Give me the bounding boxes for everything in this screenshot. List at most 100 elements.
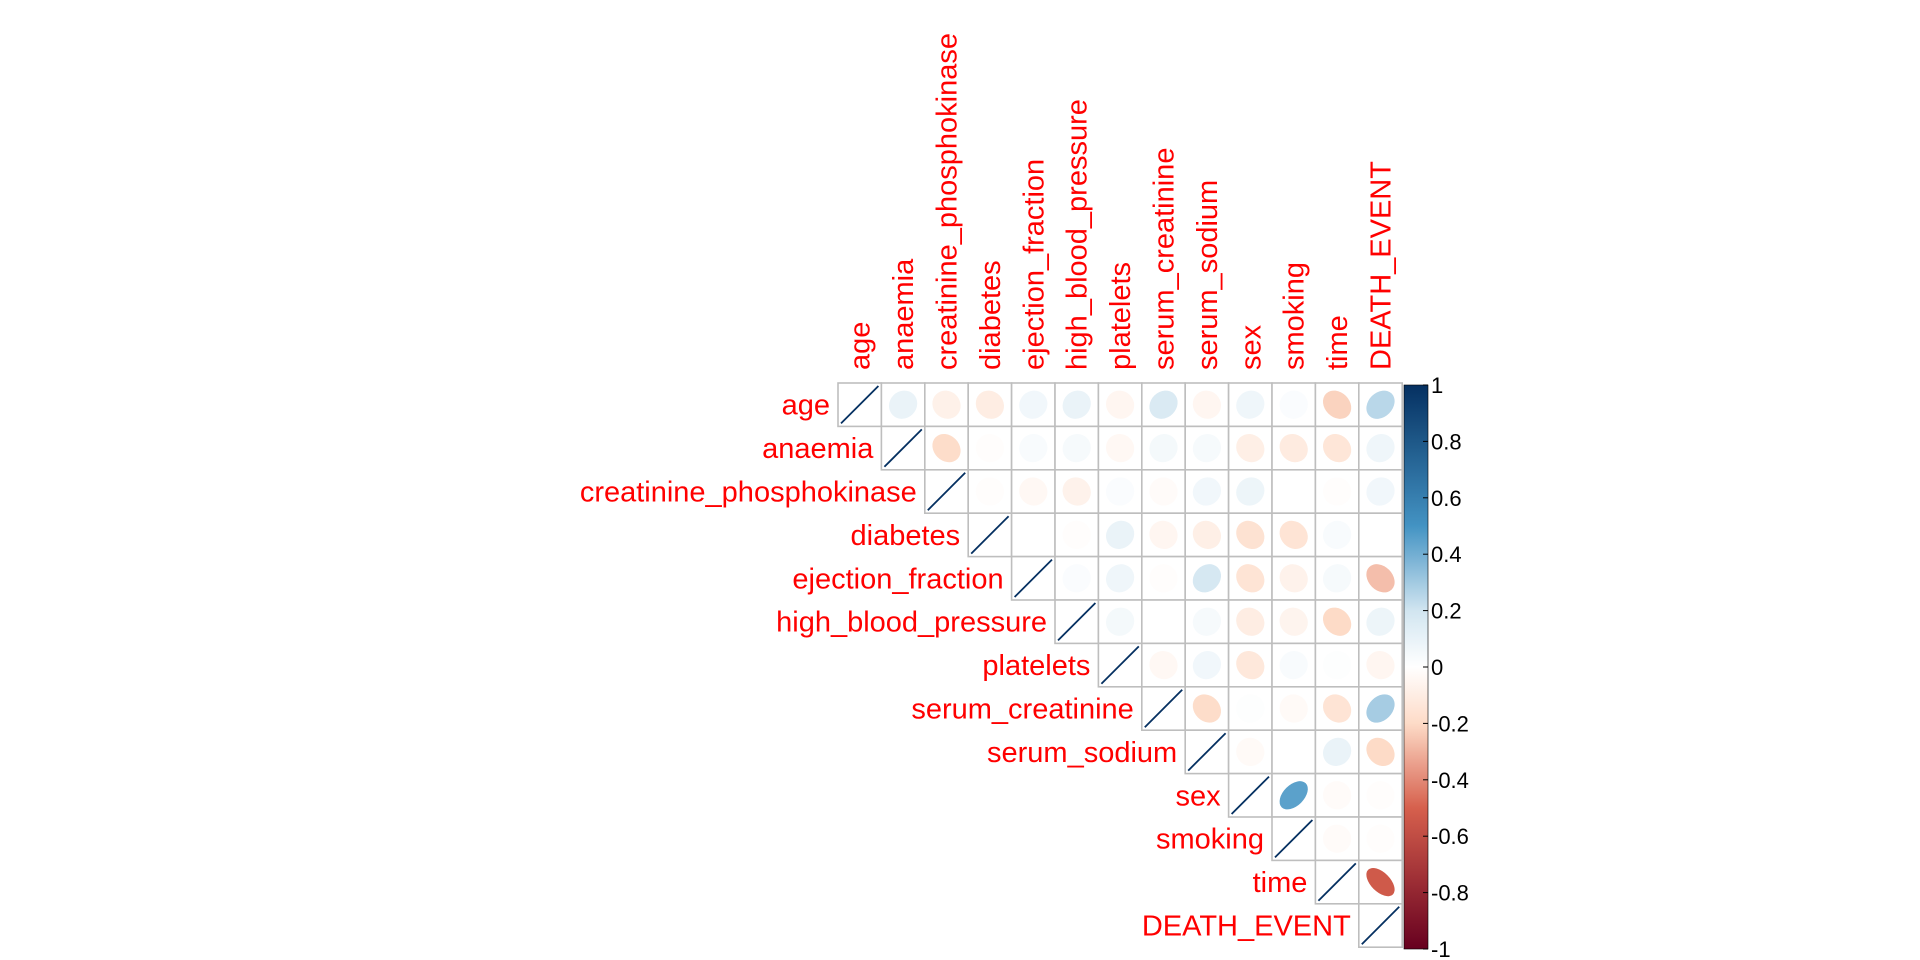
correlation-ellipse — [1366, 390, 1395, 419]
correlation-ellipse — [1062, 564, 1091, 593]
correlation-ellipse — [1322, 607, 1352, 636]
corr-cell-time-time — [1314, 859, 1360, 905]
column-label-diabetes: diabetes — [975, 260, 1007, 370]
corr-cell-high_blood_pressure-smoking — [1271, 599, 1317, 645]
correlation-ellipse — [1236, 607, 1265, 636]
diagonal-ellipse — [1187, 732, 1227, 772]
corr-cell-smoking-smoking — [1271, 816, 1317, 862]
corr-cell-creatinine_phosphokinase-serum_sodium — [1184, 468, 1230, 514]
corr-cell-platelets-serum_sodium — [1184, 642, 1230, 688]
corr-cell-ejection_fraction-serum_creatinine — [1141, 555, 1187, 601]
corr-cell-diabetes-platelets — [1097, 512, 1143, 558]
row-label-anaemia: anaemia — [762, 433, 874, 465]
corr-cell-ejection_fraction-ejection_fraction — [1010, 555, 1056, 601]
correlation-ellipse — [1105, 564, 1135, 593]
colorbar-tick-label: 0.4 — [1431, 542, 1462, 567]
correlation-ellipse — [932, 433, 961, 463]
corr-cell-creatinine_phosphokinase-smoking — [1271, 468, 1317, 514]
correlation-ellipse — [1366, 781, 1395, 810]
correlation-ellipse — [888, 390, 918, 419]
correlation-ellipse — [1279, 607, 1308, 636]
row-label-serum_sodium: serum_sodium — [987, 737, 1177, 769]
correlation-ellipse — [1105, 477, 1135, 506]
correlation-ellipse — [1322, 650, 1352, 680]
corr-cell-serum_sodium-sex — [1227, 729, 1273, 775]
correlation-grid — [837, 382, 1404, 948]
corr-cell-age-serum_sodium — [1184, 382, 1230, 428]
row-label-platelets: platelets — [982, 650, 1090, 682]
colorbar-tick-label: 1 — [1431, 373, 1443, 398]
corr-cell-serum_sodium-serum_sodium — [1184, 729, 1230, 775]
corr-cell-sex-sex — [1227, 772, 1273, 818]
corr-cell-sex-smoking — [1271, 772, 1317, 818]
column-label-platelets: platelets — [1105, 262, 1137, 370]
column-label-serum_sodium: serum_sodium — [1192, 180, 1224, 370]
corr-cell-anaemia-serum_creatinine — [1141, 425, 1187, 471]
corr-cell-serum_creatinine-sex — [1227, 685, 1273, 731]
corr-cell-smoking-time — [1314, 816, 1360, 862]
corr-cell-diabetes-serum_creatinine — [1141, 512, 1187, 558]
colorbar-tick-label: 0.6 — [1431, 486, 1462, 511]
correlation-ellipse — [1105, 390, 1135, 419]
correlation-ellipse — [1105, 607, 1135, 636]
diagonal-ellipse — [970, 515, 1010, 555]
correlation-ellipse — [1322, 390, 1352, 419]
corr-cell-anaemia-sex — [1227, 425, 1273, 471]
corr-cell-ejection_fraction-DEATH_EVENT — [1358, 555, 1404, 601]
correlation-ellipse — [1279, 520, 1308, 550]
corr-cell-high_blood_pressure-high_blood_pressure — [1054, 599, 1100, 645]
correlation-ellipse — [1322, 433, 1352, 463]
colorbar-tick-label: -0.4 — [1431, 768, 1469, 793]
correlation-ellipse — [1366, 650, 1395, 680]
colorbar-tick-label: -1 — [1431, 937, 1451, 960]
corr-cell-serum_creatinine-serum_sodium — [1184, 685, 1230, 731]
corr-cell-diabetes-diabetes — [967, 512, 1013, 558]
row-label-diabetes: diabetes — [851, 520, 961, 552]
corr-cell-serum_sodium-DEATH_EVENT — [1358, 729, 1404, 775]
correlation-ellipse — [1279, 564, 1308, 593]
corr-cell-creatinine_phosphokinase-platelets — [1097, 468, 1143, 514]
correlation-ellipse — [1366, 477, 1395, 506]
corr-cell-diabetes-DEATH_EVENT — [1358, 512, 1404, 558]
correlation-ellipse — [1236, 650, 1265, 680]
correlation-ellipse — [975, 390, 1005, 419]
corr-cell-creatinine_phosphokinase-sex — [1227, 468, 1273, 514]
corr-cell-anaemia-DEATH_EVENT — [1358, 425, 1404, 471]
row-label-creatinine_phosphokinase: creatinine_phosphokinase — [580, 477, 917, 509]
correlation-ellipse — [1192, 477, 1222, 506]
colorbar-tick-label: 0.8 — [1431, 429, 1462, 454]
correlation-ellipse — [1279, 650, 1308, 680]
corr-cell-anaemia-platelets — [1097, 425, 1143, 471]
correlation-ellipse — [1322, 564, 1352, 593]
correlation-ellipse — [1105, 520, 1135, 550]
correlation-ellipse — [1062, 433, 1091, 463]
column-label-smoking: smoking — [1279, 262, 1311, 370]
correlation-ellipse — [1236, 520, 1265, 550]
corr-cell-serum_creatinine-time — [1314, 685, 1360, 731]
column-label-age: age — [845, 322, 877, 370]
correlation-ellipse — [1019, 390, 1048, 419]
correlation-ellipse — [1149, 650, 1178, 680]
colorbar-tick-label: 0 — [1431, 655, 1443, 680]
corr-cell-age-anaemia — [880, 382, 926, 428]
correlation-ellipse — [1105, 433, 1135, 463]
column-label-DEATH_EVENT: DEATH_EVENT — [1366, 161, 1398, 370]
column-label-creatinine_phosphokinase: creatinine_phosphokinase — [932, 33, 964, 370]
diagonal-ellipse — [1230, 775, 1270, 815]
colorbar-tick-label: -0.8 — [1431, 881, 1469, 906]
corr-cell-diabetes-time — [1314, 512, 1360, 558]
correlation-ellipse — [1366, 737, 1395, 767]
correlation-ellipse — [1149, 520, 1178, 550]
correlation-ellipse — [1366, 694, 1395, 723]
color-legend: 1 0.8 0.6 0.4 0.2 0 -0.2 -0.4 -0.6 -0.8 -1 — [1403, 373, 1469, 960]
row-label-time: time — [1253, 867, 1308, 899]
correlation-ellipse — [1192, 390, 1222, 419]
correlation-ellipse — [1019, 433, 1048, 463]
correlation-ellipse — [1149, 477, 1178, 506]
correlation-ellipse — [1149, 390, 1178, 419]
column-label-sex: sex — [1235, 324, 1267, 370]
column-label-anaemia: anaemia — [888, 258, 920, 370]
correlation-ellipse — [1366, 433, 1395, 463]
diagonal-ellipse — [927, 472, 966, 511]
corr-cell-ejection_fraction-high_blood_pressure — [1054, 555, 1100, 601]
